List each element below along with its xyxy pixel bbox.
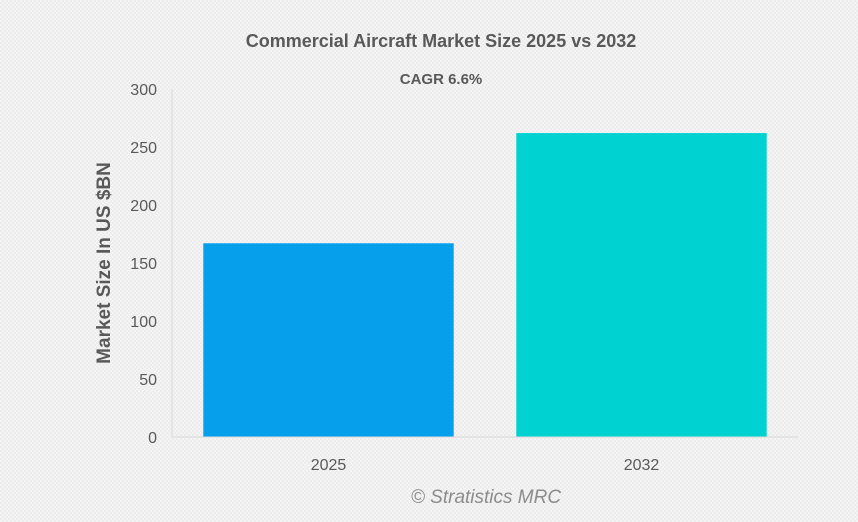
- bars-group: [203, 133, 767, 437]
- chart-subtitle: CAGR 6.6%: [400, 71, 483, 88]
- y-axis-label: Market Size In US $BN: [94, 162, 115, 364]
- bar-2032: [516, 133, 767, 437]
- y-tick-label: 50: [139, 372, 157, 389]
- y-tick-label: 100: [130, 314, 157, 331]
- x-axis-ticks: 2025 2032: [311, 457, 660, 474]
- y-tick-label: 0: [148, 430, 157, 447]
- y-tick-label: 200: [130, 198, 157, 215]
- chart-title: Commercial Aircraft Market Size 2025 vs …: [246, 31, 637, 51]
- y-tick-label: 150: [130, 256, 157, 273]
- x-tick-label: 2025: [311, 457, 347, 474]
- y-tick-label: 300: [130, 82, 157, 99]
- y-axis-ticks: 0 50 100 150 200 250 300: [130, 82, 157, 447]
- y-tick-label: 250: [130, 140, 157, 157]
- watermark: © Stratistics MRC: [411, 487, 561, 508]
- x-tick-label: 2032: [624, 457, 660, 474]
- bar-2025: [203, 243, 454, 437]
